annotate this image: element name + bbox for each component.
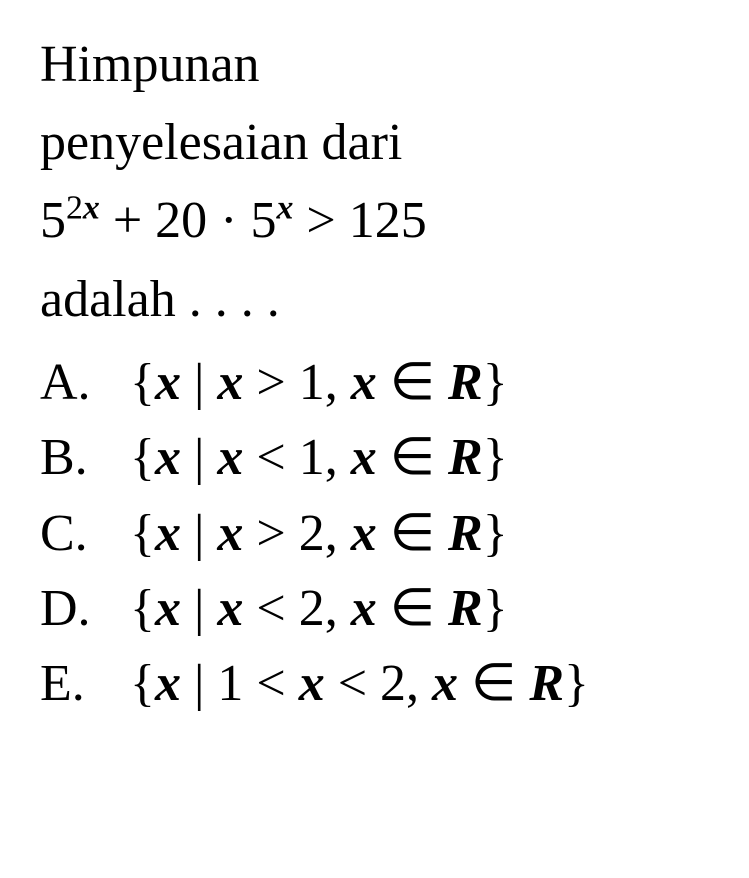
option-content-e: {x | 1 < x < 2, x ∈ R} — [130, 646, 709, 721]
option-letter-d: D. — [40, 571, 130, 646]
option-content-a: {x | x > 1, x ∈ R} — [130, 345, 709, 420]
option-letter-e: E. — [40, 646, 130, 721]
question-inequality: 52x + 20 · 5x > 125 — [40, 186, 709, 256]
option-c: C. {x | x > 2, x ∈ R} — [40, 496, 709, 571]
exponent-x: x — [276, 190, 293, 227]
option-letter-a: A. — [40, 345, 130, 420]
base-5: 5 — [40, 192, 66, 249]
option-content-d: {x | x < 2, x ∈ R} — [130, 571, 709, 646]
option-content-c: {x | x > 2, x ∈ R} — [130, 496, 709, 571]
options-list: A. {x | x > 1, x ∈ R} B. {x | x < 1, x ∈… — [40, 345, 709, 722]
plus-term: + 20 · 5 — [100, 192, 277, 249]
exponent-2x: 2x — [66, 190, 100, 227]
option-content-b: {x | x < 1, x ∈ R} — [130, 420, 709, 495]
question-line-2: penyelesaian dari — [40, 108, 709, 178]
option-d: D. {x | x < 2, x ∈ R} — [40, 571, 709, 646]
option-a: A. {x | x > 1, x ∈ R} — [40, 345, 709, 420]
question-line-1: Himpunan — [40, 30, 709, 100]
option-e: E. {x | 1 < x < 2, x ∈ R} — [40, 646, 709, 721]
option-letter-b: B. — [40, 420, 130, 495]
rhs: > 125 — [293, 192, 426, 249]
option-letter-c: C. — [40, 496, 130, 571]
question-line-4: adalah . . . . — [40, 265, 709, 335]
option-b: B. {x | x < 1, x ∈ R} — [40, 420, 709, 495]
